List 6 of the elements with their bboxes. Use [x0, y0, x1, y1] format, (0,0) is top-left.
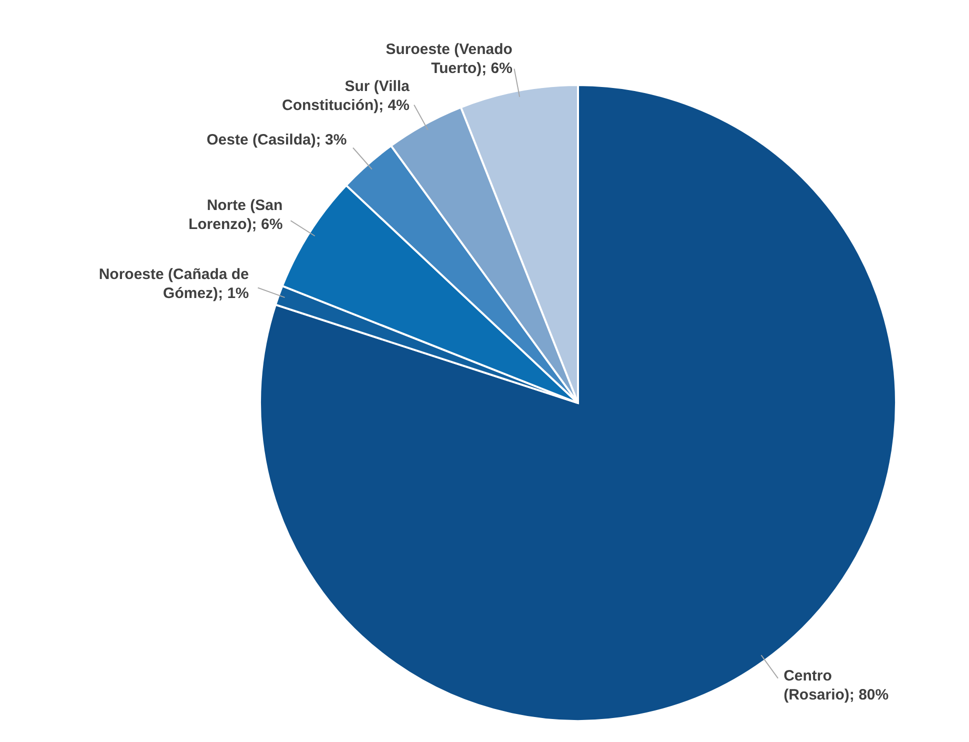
- slice-label: Oeste (Casilda); 3%: [206, 132, 347, 149]
- slice-label: Suroeste (Venado Tuerto); 6%: [386, 40, 512, 77]
- slice-label: Norte (San Lorenzo); 6%: [188, 197, 283, 234]
- slice-label: Centro (Rosario); 80%: [784, 667, 889, 704]
- slice-label: Sur (Villa Constitución); 4%: [282, 78, 410, 114]
- slice-label: Noroeste (Cañada de Gómez); 1%: [98, 266, 249, 302]
